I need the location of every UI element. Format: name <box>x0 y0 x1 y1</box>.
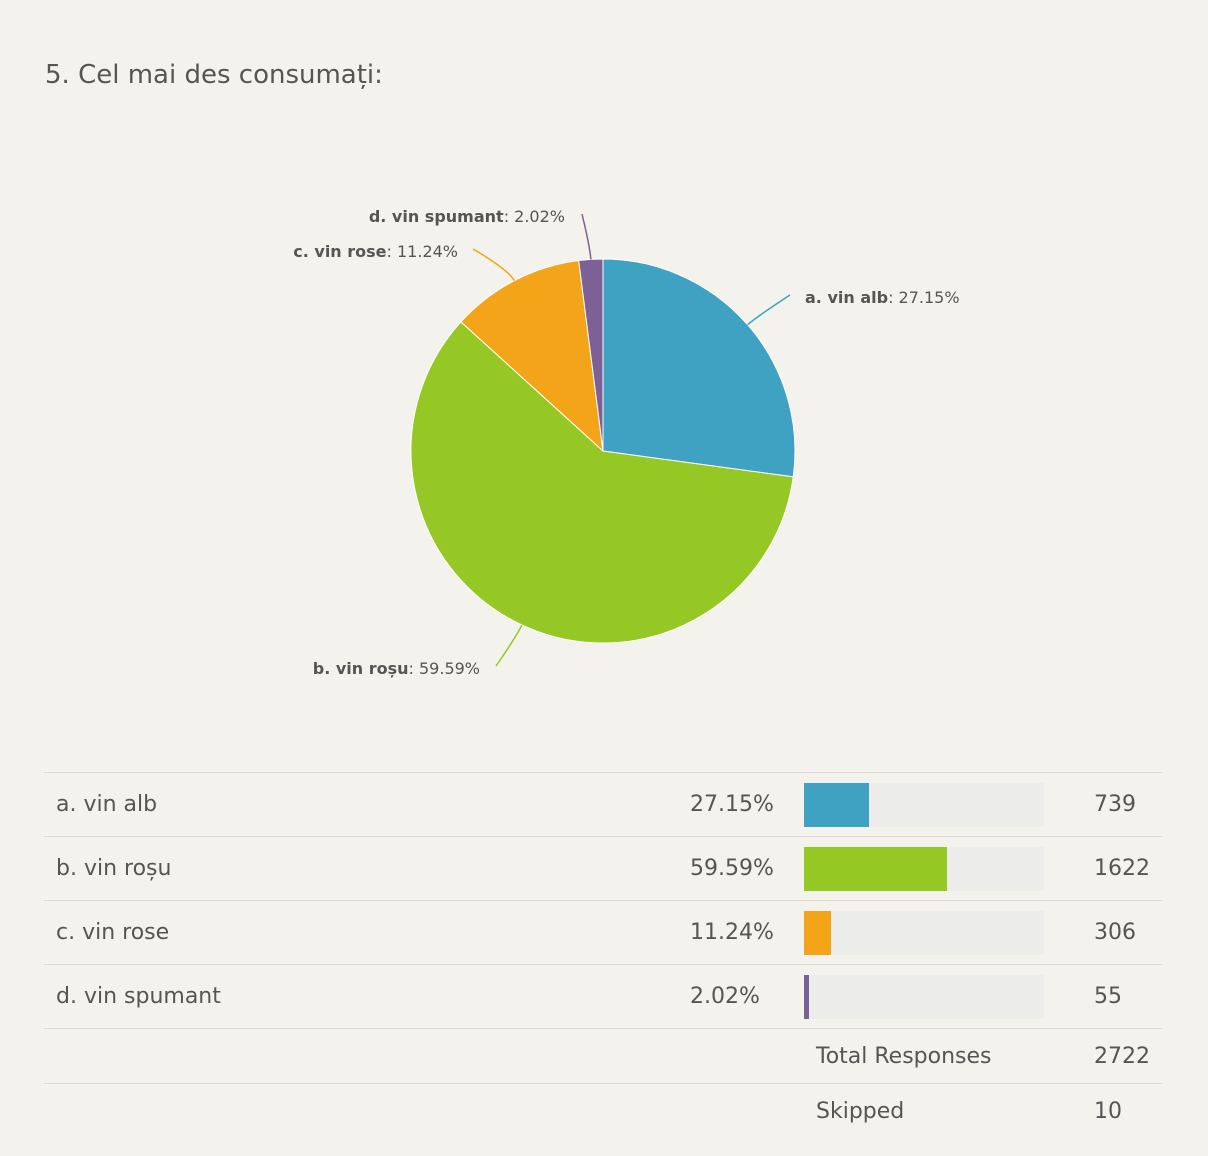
pie-data-label: a. vin alb: 27.15% <box>805 288 960 307</box>
answer-percent: 59.59% <box>690 836 804 901</box>
answer-percent: 2.02% <box>690 964 804 1029</box>
answer-label: a. vin alb <box>44 772 690 837</box>
answer-label: b. vin roșu <box>44 836 690 901</box>
answer-bar-fill <box>804 846 948 891</box>
pie-connector <box>495 624 523 667</box>
pie-data-label: b. vin roșu: 59.59% <box>313 659 480 678</box>
pie-data-label: d. vin spumant: 2.02% <box>369 207 565 226</box>
table-row: a. vin alb 27.15% 739 <box>44 772 1162 837</box>
pie-connector <box>581 213 592 260</box>
answer-bar-fill <box>804 974 809 1019</box>
answer-bar-track <box>804 910 1044 955</box>
pie-slice <box>460 259 604 453</box>
table-row: c. vin rose 11.24% 306 <box>44 900 1162 965</box>
table-row: b. vin roșu 59.59% 1622 <box>44 836 1162 901</box>
answer-count: 306 <box>1094 900 1162 965</box>
total-responses-value: 2722 <box>1094 1028 1162 1084</box>
answer-label: d. vin spumant <box>44 964 690 1029</box>
skipped-label: Skipped <box>804 1083 1094 1138</box>
total-responses-label: Total Responses <box>804 1028 1094 1084</box>
question-title: 5. Cel mai des consumați: <box>45 60 383 90</box>
pie-data-label: c. vin rose: 11.24% <box>293 242 458 261</box>
answer-bar-track <box>804 846 1044 891</box>
pie-chart: a. vin alb: 27.15% b. vin roșu: 59.59% c. … <box>293 207 960 678</box>
table-row: d. vin spumant 2.02% 55 <box>44 964 1162 1029</box>
skipped-row: Skipped 10 <box>44 1083 1162 1138</box>
answer-count: 1622 <box>1094 836 1162 901</box>
answer-percent: 11.24% <box>690 900 804 965</box>
answer-bar-fill <box>804 782 870 827</box>
answer-bar-fill <box>804 910 831 955</box>
answer-bar-track <box>804 782 1044 827</box>
answer-bar-track <box>804 974 1044 1019</box>
answer-count: 55 <box>1094 964 1162 1029</box>
pie-connector <box>472 248 515 282</box>
pie-connector <box>747 294 791 326</box>
skipped-value: 10 <box>1094 1083 1162 1138</box>
answer-label: c. vin rose <box>44 900 690 965</box>
answer-count: 739 <box>1094 772 1162 837</box>
pie-slice <box>410 321 794 644</box>
total-responses-row: Total Responses 2722 <box>44 1028 1162 1084</box>
pie-slice <box>602 258 796 478</box>
results-table: a. vin alb 27.15% 739 b. vin roșu 59.59%… <box>44 772 1162 1138</box>
answer-percent: 27.15% <box>690 772 804 837</box>
